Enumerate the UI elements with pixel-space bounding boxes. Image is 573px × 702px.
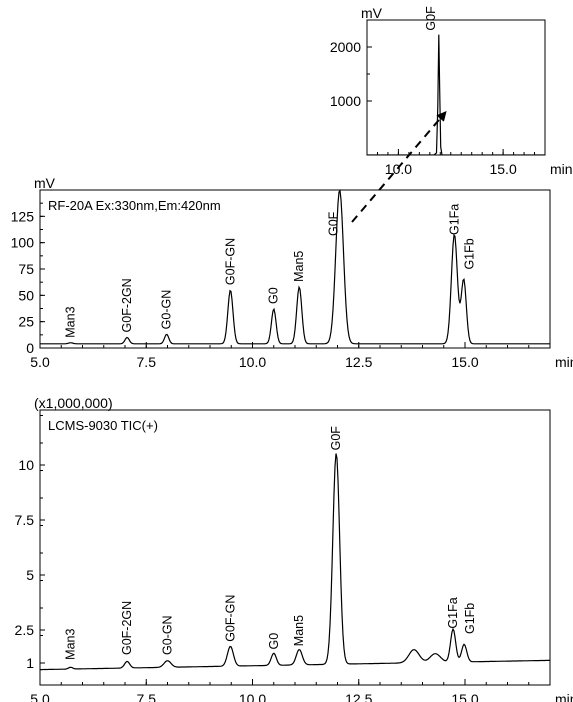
x-tick-label: 12.5	[345, 691, 372, 702]
x-tick-label: 15.0	[489, 161, 516, 177]
trace-line	[367, 34, 545, 155]
peak-label: G0F-2GN	[120, 601, 134, 655]
x-tick-label: 10.0	[239, 691, 266, 702]
y-tick-label: 100	[11, 235, 35, 251]
y-tick-label: 0	[26, 340, 34, 356]
y-tick-label: 2000	[330, 39, 361, 55]
x-unit-label: min	[555, 691, 573, 702]
peak-label: G0-GN	[160, 290, 174, 330]
peak-label: Man3	[64, 306, 78, 337]
y-tick-label: 10	[18, 457, 34, 473]
y-tick-label: 75	[18, 261, 34, 277]
y-tick-label: 5	[26, 567, 34, 583]
tic-chart: 12.557.5105.07.510.012.515.0min(x1,000,0…	[15, 395, 573, 702]
trace-line	[40, 189, 550, 345]
y-tick-label: 25	[18, 314, 34, 330]
plot-frame	[366, 19, 546, 156]
y-tick-label: 1	[26, 655, 34, 671]
x-tick-label: 5.0	[30, 691, 50, 702]
detector-label: LCMS-9030 TIC(+)	[48, 418, 158, 433]
zoom-arrow	[351, 110, 447, 223]
peak-label: G0	[267, 633, 281, 650]
x-unit-label: min	[555, 354, 573, 370]
x-tick-label: 7.5	[137, 691, 157, 702]
x-tick-label: 12.5	[345, 354, 372, 370]
y-tick-label: 125	[11, 208, 35, 224]
peak-label: Man5	[292, 615, 306, 646]
y-tick-label: 1000	[330, 93, 361, 109]
peak-label: G0-GN	[161, 615, 175, 655]
x-tick-label: 15.0	[451, 691, 478, 702]
peak-label: G1Fa	[447, 204, 461, 235]
x-tick-label: 10.0	[239, 354, 266, 370]
y-tick-label: 50	[18, 287, 34, 303]
y-unit-label: mV	[34, 175, 56, 191]
x-tick-label: 15.0	[451, 354, 478, 370]
detector-label: RF-20A Ex:330nm,Em:420nm	[48, 198, 221, 213]
peak-label: G0F-GN	[223, 238, 237, 285]
inset-chart: 1000 2000 10.0 15.0 min mV G0F	[330, 5, 573, 177]
x-tick-label: 5.0	[30, 354, 50, 370]
peak-label: Man5	[292, 251, 306, 282]
fluorescence-chart: 0 25 50 75 100 125 5.0 7.5 10.0 12.5 15.0 min mV RF-2…	[11, 175, 573, 370]
y-tick-label: 7.5	[15, 512, 35, 528]
peak-label: G0F	[424, 6, 438, 31]
x-unit-label: min	[550, 161, 573, 177]
y-unit-label: mV	[361, 5, 383, 21]
peak-label: G0	[267, 287, 281, 304]
y-tick-label: 2.5	[15, 622, 35, 638]
x-tick-label: 7.5	[137, 354, 157, 370]
peak-label: G0F	[329, 426, 343, 451]
peak-label: G0F-GN	[223, 595, 237, 642]
peak-label: G1Fb	[463, 603, 477, 634]
peak-label: G1Fb	[463, 238, 477, 269]
peak-label: G0F-2GN	[120, 278, 134, 332]
peak-label: G1Fa	[446, 597, 460, 628]
x-tick-label: 10.0	[385, 161, 412, 177]
y-unit-label: (x1,000,000)	[34, 395, 113, 411]
peak-label: Man3	[64, 629, 78, 660]
trace-line	[40, 453, 550, 671]
peak-label: G0F	[327, 211, 341, 236]
